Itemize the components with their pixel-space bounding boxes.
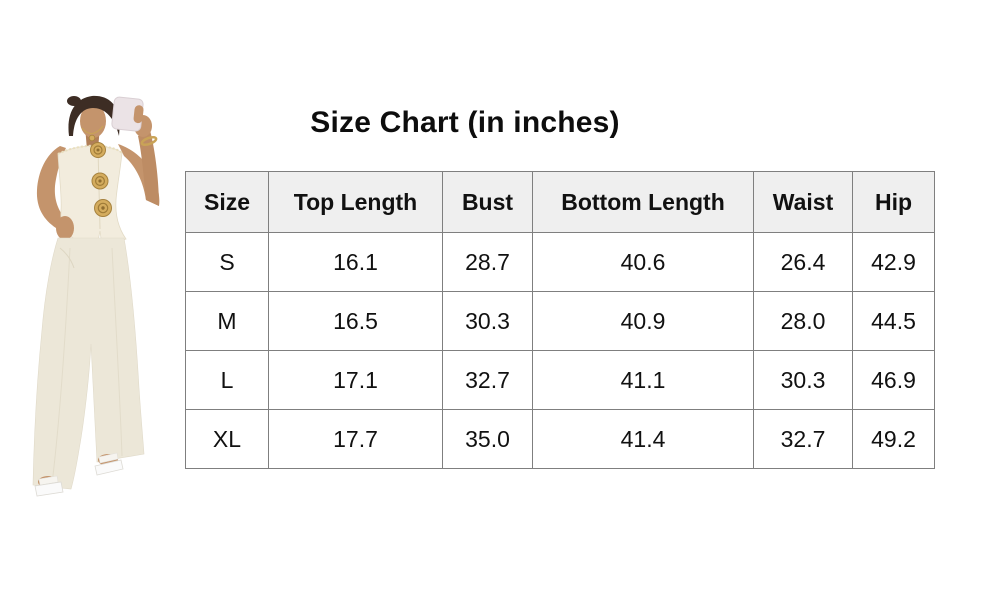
gold-button xyxy=(91,172,109,190)
measurement-cell: 49.2 xyxy=(852,409,935,469)
measurement-cell: 26.4 xyxy=(753,232,853,292)
model-left-hand xyxy=(56,216,74,240)
size-cell: XL xyxy=(185,409,269,469)
measurement-cell: 30.3 xyxy=(442,291,533,351)
measurement-cell: 30.3 xyxy=(753,350,853,410)
model-hair xyxy=(68,95,120,136)
gold-necklace xyxy=(81,125,104,142)
product-photo xyxy=(0,88,185,505)
column-header-bust: Bust xyxy=(442,171,533,233)
measurement-cell: 41.4 xyxy=(532,409,754,469)
phone xyxy=(111,96,144,132)
measurement-cell: 28.0 xyxy=(753,291,853,351)
measurement-cell: 17.1 xyxy=(268,350,443,410)
table-header-row: Size Top Length Bust Bottom Length Waist Hip xyxy=(185,171,935,233)
model-illustration xyxy=(32,95,160,497)
size-cell: L xyxy=(185,350,269,410)
table-row-xl: XL 17.7 35.0 41.4 32.7 49.2 xyxy=(185,409,935,469)
measurement-cell: 40.6 xyxy=(532,232,754,292)
measurement-cell: 28.7 xyxy=(442,232,533,292)
measurement-cell: 32.7 xyxy=(753,409,853,469)
column-header-top-length: Top Length xyxy=(268,171,443,233)
column-header-waist: Waist xyxy=(753,171,853,233)
size-table: Size Top Length Bust Bottom Length Waist Hip … xyxy=(185,171,935,469)
measurement-cell: 42.9 xyxy=(852,232,935,292)
measurement-cell: 40.9 xyxy=(532,291,754,351)
measurement-cell: 17.7 xyxy=(268,409,443,469)
measurement-cell: 32.7 xyxy=(442,350,533,410)
measurement-cell: 44.5 xyxy=(852,291,935,351)
gold-button xyxy=(90,142,106,158)
measurement-cell: 35.0 xyxy=(442,409,533,469)
model-right-arm xyxy=(118,115,160,206)
wide-leg-pants xyxy=(32,237,145,490)
gold-button xyxy=(94,199,112,217)
size-cell: M xyxy=(185,291,269,351)
table-row-s: S 16.1 28.7 40.6 26.4 42.9 xyxy=(185,232,935,292)
size-cell: S xyxy=(185,232,269,292)
measurement-cell: 46.9 xyxy=(852,350,935,410)
measurement-cell: 41.1 xyxy=(532,350,754,410)
white-heel-sandals xyxy=(34,452,124,497)
measurement-cell: 16.5 xyxy=(268,291,443,351)
column-header-size: Size xyxy=(185,171,269,233)
table-row-m: M 16.5 30.3 40.9 28.0 44.5 xyxy=(185,291,935,351)
gold-bracelet xyxy=(140,135,158,147)
column-header-bottom-length: Bottom Length xyxy=(532,171,754,233)
table-row-l: L 17.1 32.7 41.1 30.3 46.9 xyxy=(185,350,935,410)
measurement-cell: 16.1 xyxy=(268,232,443,292)
page-title: Size Chart (in inches) xyxy=(310,106,620,139)
column-header-hip: Hip xyxy=(852,171,935,233)
